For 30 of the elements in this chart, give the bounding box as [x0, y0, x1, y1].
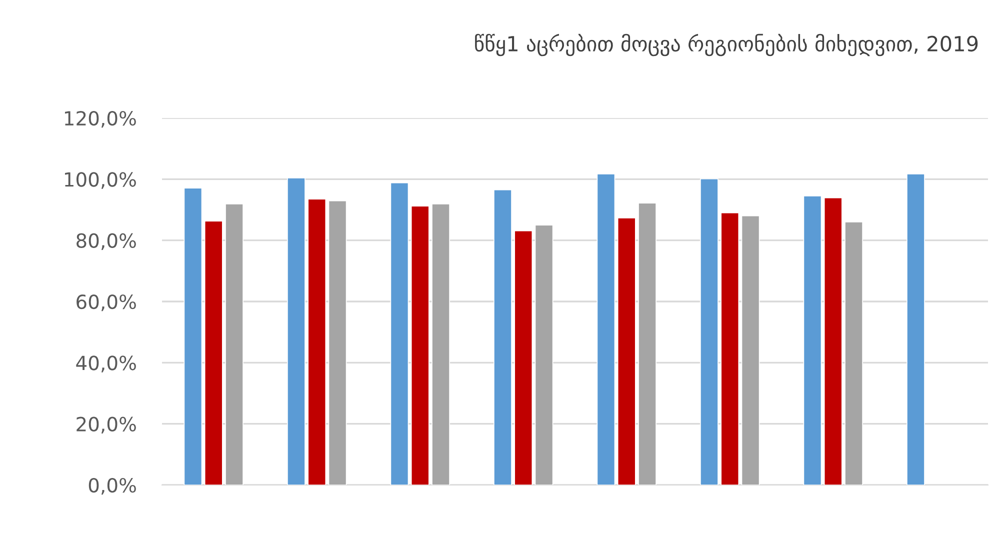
bar	[844, 222, 863, 485]
bar	[741, 215, 760, 485]
y-tick-label: 120,0%	[64, 110, 136, 128]
bar	[803, 196, 822, 485]
y-tick-label: 0,0%	[88, 478, 136, 495]
bar	[390, 182, 409, 485]
bar	[184, 188, 202, 485]
bar	[514, 230, 533, 485]
bar	[906, 174, 925, 485]
bar	[700, 178, 718, 485]
bar	[225, 204, 244, 485]
bar	[824, 197, 842, 485]
bar	[432, 204, 450, 485]
bar	[204, 220, 223, 485]
bar	[596, 174, 616, 485]
y-tick-label: 20,0%	[76, 416, 136, 434]
bar	[287, 178, 306, 485]
y-tick-label: 100,0%	[64, 172, 136, 189]
bar	[328, 200, 347, 485]
bar	[534, 224, 554, 485]
y-tick-label: 60,0%	[76, 294, 136, 312]
y-tick-label: 80,0%	[76, 233, 136, 250]
y-tick-label: 40,0%	[76, 356, 136, 372]
bar	[308, 198, 326, 485]
bar	[410, 206, 430, 485]
bar	[494, 189, 512, 485]
bar	[617, 218, 636, 485]
bar	[638, 202, 656, 485]
bar	[720, 212, 740, 485]
chart-title: წწყ1 აცრებით მოცვა რეგიონების მიხედვით, 2019	[475, 34, 978, 56]
